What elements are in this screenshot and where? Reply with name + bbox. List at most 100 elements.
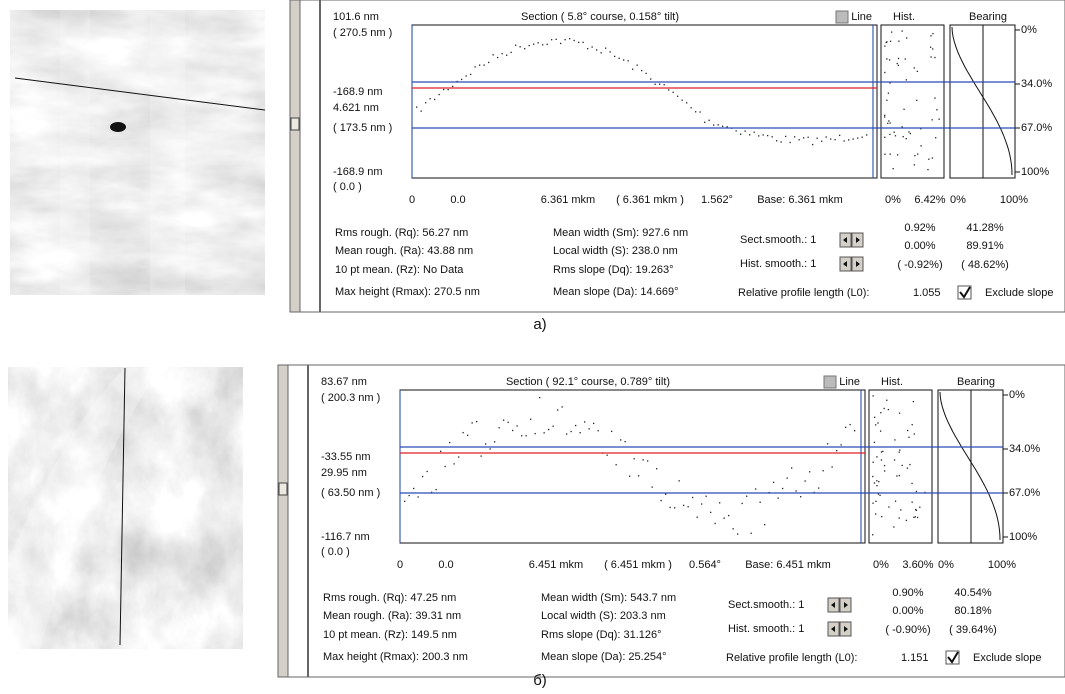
hist-dot	[906, 37, 907, 38]
profile-dot	[538, 42, 539, 43]
hist-dot	[878, 481, 879, 482]
y-label: ( 173.5 nm )	[333, 122, 392, 134]
profile-dot	[821, 141, 822, 142]
profile-dot	[796, 490, 797, 491]
profile-dot	[481, 455, 482, 456]
hist-dot	[872, 534, 873, 535]
hist-dot	[912, 424, 913, 425]
x-label: 0	[409, 194, 415, 206]
hist-dot	[888, 120, 889, 121]
profile-dot	[836, 450, 837, 451]
profile-dot	[524, 48, 525, 49]
profile-dot	[530, 419, 531, 420]
hist-dot	[881, 451, 882, 452]
hist-dot	[899, 517, 900, 518]
hist-dot	[914, 155, 915, 156]
profile-dot	[458, 456, 459, 457]
profile-dot	[598, 430, 599, 431]
profile-dot	[812, 144, 813, 145]
x-label: 6.451 mkm	[529, 559, 583, 571]
line-checkbox[interactable]	[836, 11, 848, 23]
profile-dot	[817, 138, 818, 139]
x-label: ( 6.361 mkm )	[616, 194, 684, 206]
scroll-thumb[interactable]	[279, 483, 287, 495]
profile-dot	[499, 427, 500, 428]
exclude-label[interactable]: Exclude slope	[985, 287, 1054, 299]
profile-dot	[643, 459, 644, 460]
bearing-tick-label: 67.0%	[1009, 487, 1040, 499]
profile-dot	[679, 480, 680, 481]
rel-length-value: 1.151	[901, 652, 929, 664]
hist-dot	[889, 122, 890, 123]
line-toggle-label[interactable]: Line	[839, 376, 860, 388]
profile-dot	[727, 126, 728, 127]
hist-dot	[932, 48, 933, 49]
rel-length-value: 1.055	[913, 287, 941, 299]
profile-dot	[736, 130, 737, 131]
profile-dot	[589, 428, 590, 429]
profile-dot	[610, 51, 611, 52]
rel-length-label: Relative profile length (L0):	[726, 652, 857, 664]
profile-dot	[413, 488, 414, 489]
hist-dot	[881, 516, 882, 517]
hist-dot	[876, 480, 877, 481]
hist-dot	[886, 42, 887, 43]
stat: Max height (Rmax): 200.3 nm	[323, 651, 468, 663]
profile-dot	[517, 425, 518, 426]
hist-dot	[887, 123, 888, 124]
scroll-gutter	[278, 365, 288, 677]
profile-dot	[611, 431, 612, 432]
hist-dot	[936, 109, 937, 110]
profile-dot	[647, 460, 648, 461]
pct-value: 89.91%	[966, 240, 1004, 252]
hist-dot	[934, 97, 935, 98]
hist-dot	[888, 506, 889, 507]
profile-dot	[560, 43, 561, 44]
hist-dot	[917, 71, 918, 72]
smooth-label: Sect.smooth.: 1	[740, 234, 816, 246]
line-checkbox[interactable]	[824, 376, 836, 388]
afm-defect	[110, 122, 126, 132]
stat: Mean slope (Da): 25.254°	[541, 651, 666, 663]
profile-dot	[596, 49, 597, 50]
hist-dot	[888, 409, 889, 410]
scroll-thumb[interactable]	[291, 118, 299, 130]
x-label: Base: 6.361 mkm	[757, 194, 843, 206]
profile-dot	[553, 426, 554, 427]
exclude-label[interactable]: Exclude slope	[973, 652, 1042, 664]
hist-dot	[911, 483, 912, 484]
profile-dot	[533, 44, 534, 45]
profile-dot	[448, 89, 449, 90]
x-label: 0.564°	[689, 559, 721, 571]
profile-dot	[799, 139, 800, 140]
bearing-axis-label: 0%	[950, 194, 966, 206]
profile-dot	[544, 432, 545, 433]
hist-dot	[930, 35, 931, 36]
profile-dot	[439, 94, 440, 95]
profile-dot	[511, 52, 512, 53]
screenshot: Section ( 5.8° course, 0.158° tilt)LineH…	[0, 0, 1065, 694]
profile-dot	[695, 111, 696, 112]
pct-value: 41.28%	[966, 222, 1004, 234]
profile-dot	[562, 406, 563, 407]
hist-dot	[938, 119, 939, 120]
stat: Rms slope (Dq): 31.126°	[541, 629, 662, 641]
profile-plot	[400, 390, 865, 543]
profile-dot	[425, 102, 426, 103]
profile-dot	[709, 120, 710, 121]
hist-dot	[905, 58, 906, 59]
profile-dot	[655, 84, 656, 85]
profile-dot	[449, 442, 450, 443]
profile-dot	[634, 458, 635, 459]
smooth-label: Sect.smooth.: 1	[728, 599, 804, 611]
line-toggle-label[interactable]: Line	[851, 11, 872, 23]
hist-dot	[875, 513, 876, 514]
y-label: -33.55 nm	[321, 451, 371, 463]
profile-dot	[556, 39, 557, 40]
stat: Local width (S): 238.0 nm	[553, 245, 678, 257]
profile-dot	[497, 57, 498, 58]
hist-dot	[877, 422, 878, 423]
y-label: ( 63.50 nm )	[321, 487, 380, 499]
stat: 10 pt mean. (Rz): No Data	[335, 264, 464, 276]
hist-dot	[907, 467, 908, 468]
